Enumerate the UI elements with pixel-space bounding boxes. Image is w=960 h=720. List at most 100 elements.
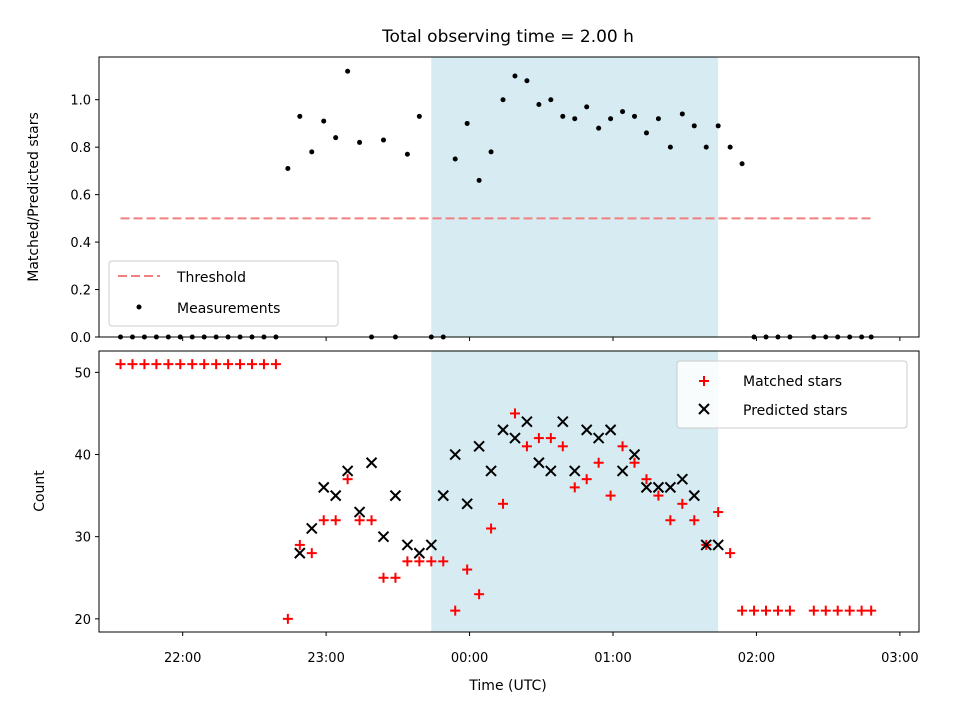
predicted-star-point xyxy=(306,522,318,535)
matched-star-point xyxy=(414,556,425,567)
matched-star-point xyxy=(784,605,795,616)
matched-star-point xyxy=(330,515,341,526)
top-panel-frame xyxy=(98,56,920,338)
measurement-point xyxy=(309,149,315,155)
measurement-point xyxy=(416,113,422,119)
matched-star-point xyxy=(270,359,281,370)
measurement-point xyxy=(548,97,554,103)
y-tick-label: 0.6 xyxy=(70,189,91,204)
predicted-star-point xyxy=(712,539,724,551)
legend-matched-label: Matched stars xyxy=(743,374,842,390)
predicted-star-point xyxy=(294,547,306,559)
predicted-star-point xyxy=(628,448,641,461)
top-y-axis-label: Matched/Predicted stars xyxy=(26,112,42,282)
predicted-star-point xyxy=(521,415,533,428)
matched-star-point xyxy=(450,605,461,616)
top-legend-box xyxy=(108,260,339,327)
predicted-star-point xyxy=(533,457,545,469)
bottom-panel-frame xyxy=(98,350,920,633)
predicted-star-point xyxy=(473,440,485,453)
matched-star-point xyxy=(629,457,640,468)
measurement-point xyxy=(584,104,590,110)
measurement-point xyxy=(500,97,506,103)
predicted-star-point xyxy=(545,465,557,477)
measurement-point xyxy=(596,125,602,131)
matched-star-point xyxy=(115,359,126,370)
measurement-point xyxy=(452,156,458,162)
measurement-point xyxy=(703,144,709,150)
predicted-star-point xyxy=(318,481,330,494)
matched-star-point xyxy=(737,605,748,616)
measurement-point xyxy=(643,130,649,136)
matched-star-point xyxy=(462,564,473,575)
legend-measurements-swatch xyxy=(136,304,142,310)
matched-star-point xyxy=(641,474,652,485)
matched-star-point xyxy=(151,359,162,370)
bottom-y-ticks: 20 30 40 50 xyxy=(74,366,99,628)
measurement-point xyxy=(333,135,339,141)
measurement-point xyxy=(739,161,745,167)
matched-star-point xyxy=(258,359,269,370)
bottom-y-axis-label: Count xyxy=(32,470,48,512)
matched-star-point xyxy=(282,613,293,624)
bottom-legend-box xyxy=(676,360,908,429)
top-panel: 0.0 0.2 0.4 0.6 0.8 1.0 Matched/Predicted sta… xyxy=(26,56,920,346)
measurement-point xyxy=(560,113,566,119)
x-tick-label: 22:00 xyxy=(164,651,201,666)
matched-star-point xyxy=(486,523,497,534)
top-panel-span xyxy=(431,57,719,337)
predicted-star-point xyxy=(377,530,390,543)
measurement-point xyxy=(632,113,638,119)
matched-star-point xyxy=(593,457,604,468)
x-tick-label: 23:00 xyxy=(307,651,344,666)
matched-star-point xyxy=(808,605,819,616)
predicted-star-point xyxy=(425,539,438,551)
y-tick-label: 1.0 xyxy=(70,94,91,109)
x-tick-label: 01:00 xyxy=(594,651,631,666)
measurement-point xyxy=(345,68,351,74)
measurement-point xyxy=(285,166,291,172)
matched-star-point xyxy=(175,359,186,370)
x-axis-label: Time (UTC) xyxy=(468,678,546,694)
matched-star-point xyxy=(749,605,760,616)
predicted-star-point xyxy=(700,539,712,551)
matched-star-point xyxy=(760,605,771,616)
matched-star-point xyxy=(653,490,664,501)
matched-star-point xyxy=(247,359,258,370)
matched-star-point xyxy=(605,490,616,501)
bottom-x-ticks: 22:00 23:00 00:00 01:00 02:00 03:00 xyxy=(164,632,919,666)
matched-star-point xyxy=(533,433,544,444)
matched-star-point xyxy=(127,359,138,370)
matched-star-point xyxy=(866,605,877,616)
measurement-point xyxy=(691,123,697,129)
measurement-point xyxy=(536,101,542,107)
matched-star-point xyxy=(677,498,688,509)
x-tick-label: 00:00 xyxy=(451,651,488,666)
matched-star-point xyxy=(378,572,389,583)
matched-star-point xyxy=(832,605,843,616)
predicted-star-point xyxy=(401,539,414,551)
predicted-star-point xyxy=(652,481,665,494)
matched-star-point xyxy=(474,589,485,600)
y-tick-label: 0.0 xyxy=(70,331,91,346)
matched-star-point xyxy=(211,359,222,370)
measurement-point xyxy=(321,118,327,124)
measurement-point xyxy=(297,113,303,119)
matched-star-point xyxy=(545,433,556,444)
matched-star-point xyxy=(569,482,580,493)
matched-star-point xyxy=(438,556,449,567)
measurement-point xyxy=(404,151,410,157)
matched-star-point xyxy=(498,498,509,509)
measurement-point xyxy=(380,137,386,143)
legend-threshold-label: Threshold xyxy=(176,270,246,286)
measurement-point xyxy=(357,139,363,145)
measurement-point xyxy=(488,149,494,155)
predicted-star-point xyxy=(341,465,354,477)
measurement-point xyxy=(476,177,482,183)
predicted-star-point xyxy=(509,432,521,444)
matched-star-point xyxy=(163,359,174,370)
predicted-star-point xyxy=(449,448,461,461)
y-tick-label: 0.4 xyxy=(70,236,91,251)
